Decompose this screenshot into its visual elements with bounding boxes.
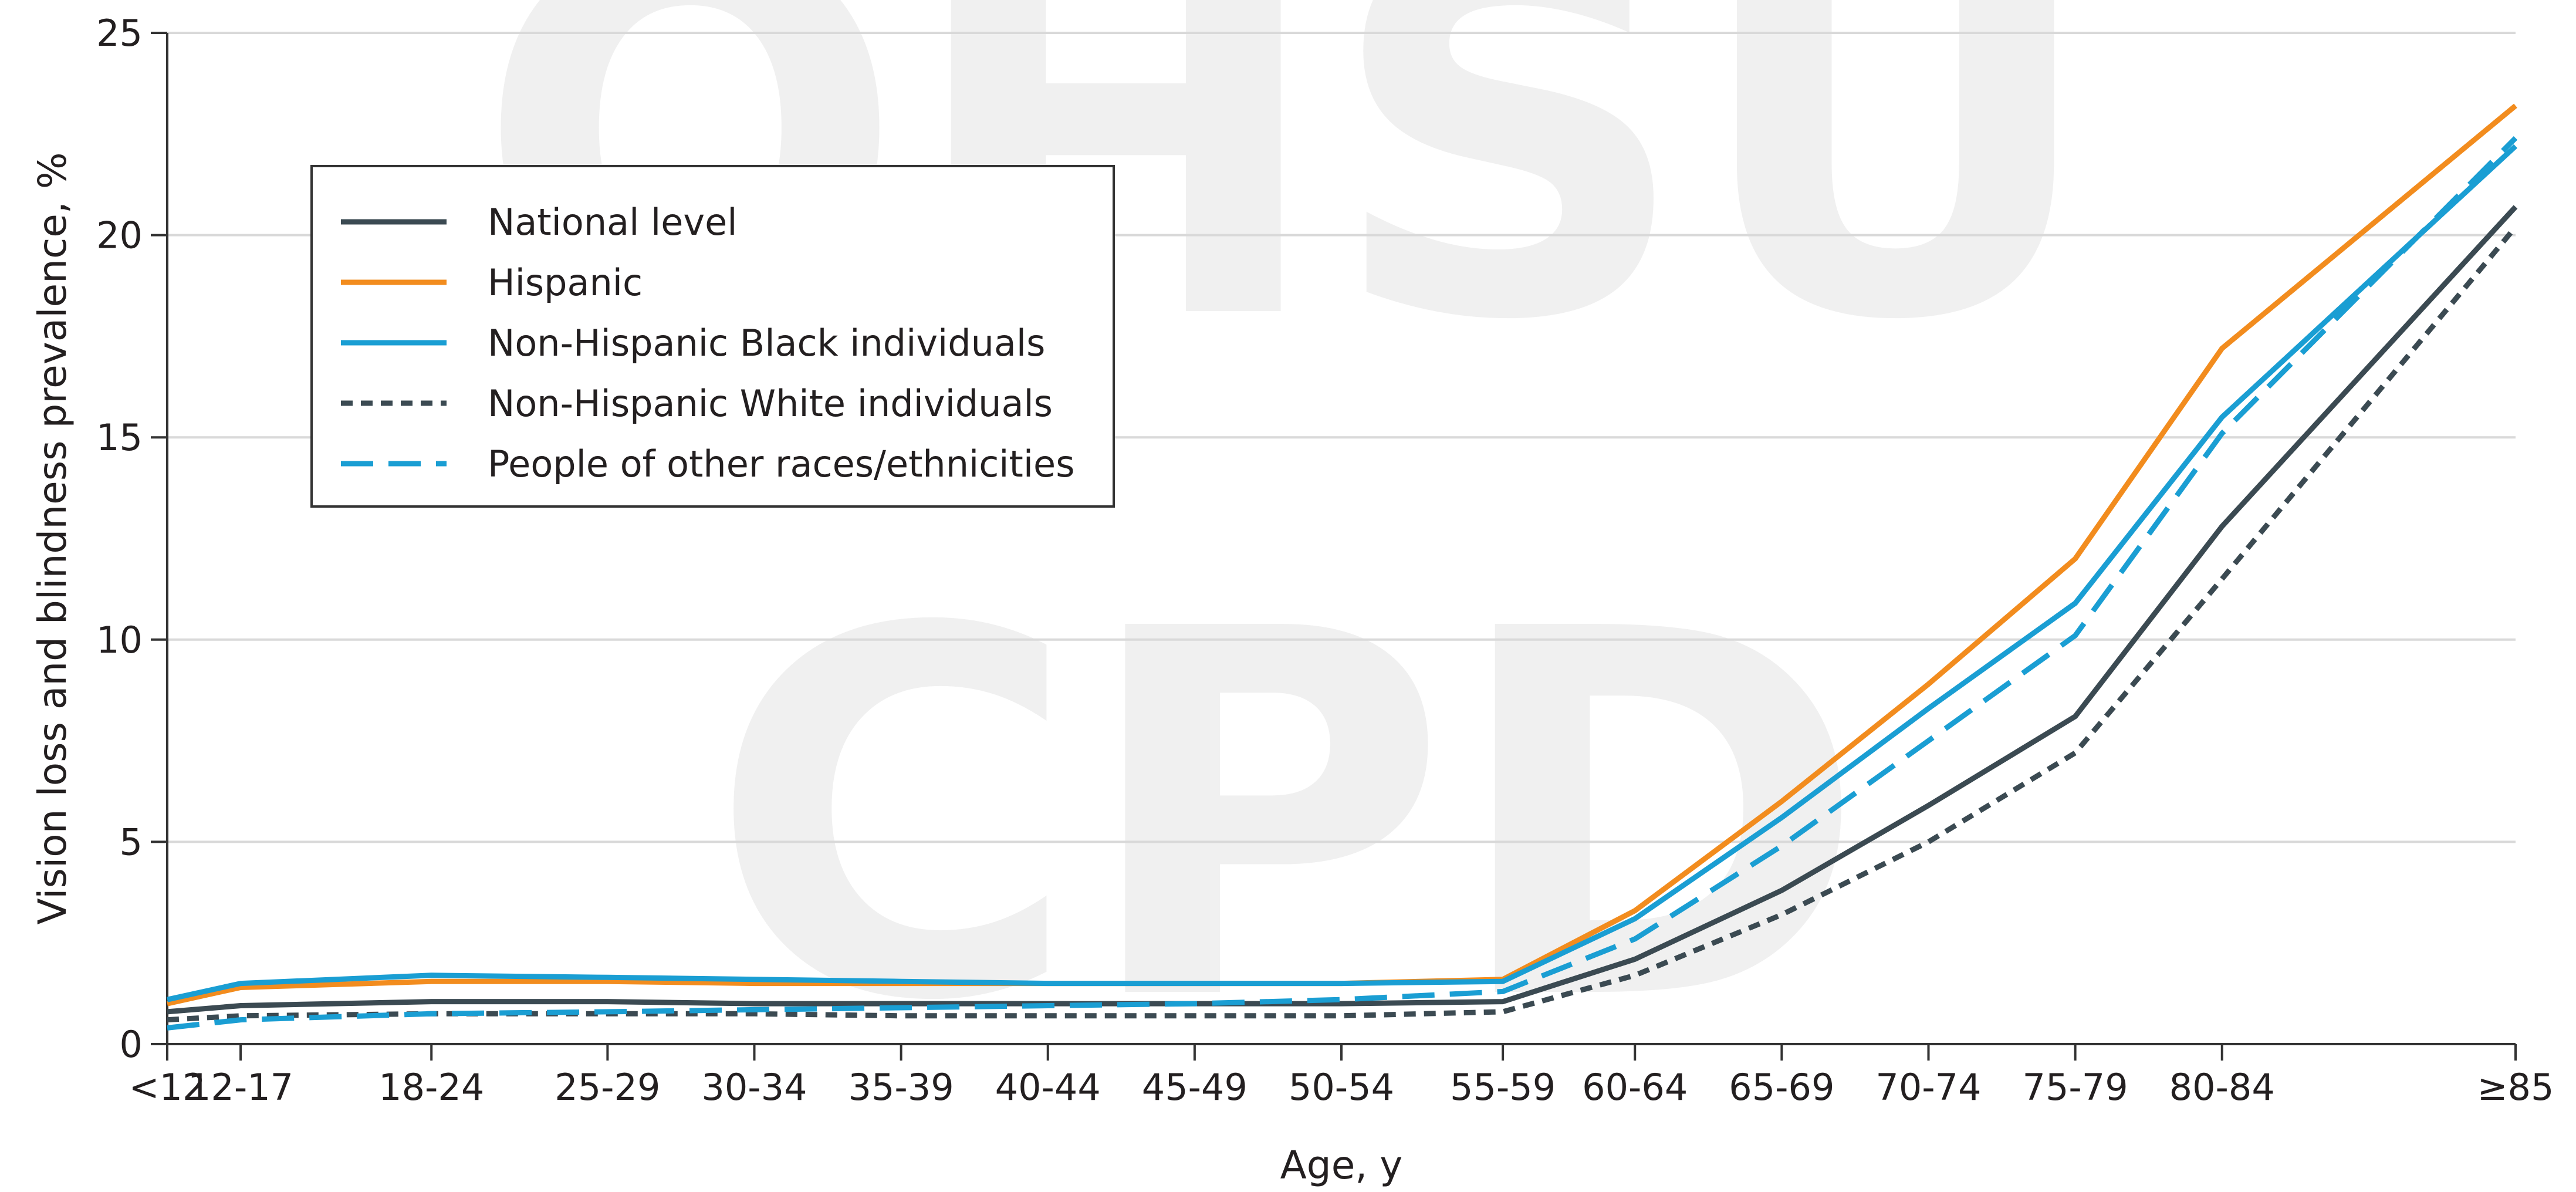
x-tick-label: <12 (129, 1066, 206, 1109)
series-line (167, 225, 2518, 1023)
x-tick-label: 70-74 (1875, 1066, 1981, 1109)
legend-label: Non-Hispanic White individuals (488, 382, 1053, 425)
y-tick-label: 5 (120, 820, 143, 863)
x-tick-label: 80-84 (2169, 1066, 2275, 1109)
series-lines (167, 103, 2518, 1031)
x-tick-label: 60-64 (1582, 1066, 1688, 1109)
axes (151, 32, 2517, 1061)
x-tick-label: 18-24 (378, 1066, 484, 1109)
legend-label: National level (488, 201, 738, 244)
x-tick-label: 12-17 (188, 1066, 293, 1109)
y-tick-label: 0 (120, 1023, 143, 1066)
series-line (167, 136, 2518, 1031)
x-tick-label: 65-69 (1729, 1066, 1834, 1109)
x-tick-label: 75-79 (2023, 1066, 2128, 1109)
series-line (167, 144, 2518, 1002)
legend-label: People of other races/ethnicities (488, 443, 1075, 485)
y-tick-label: 10 (96, 619, 143, 661)
legend: National level Hispanic Non-Hispanic Black… (310, 165, 1115, 508)
y-tick-label: 20 (96, 214, 143, 257)
x-tick-label: ≥85 (2477, 1066, 2554, 1109)
y-axis-title: Vision loss and blindness prevalence, % (30, 152, 75, 924)
x-tick-label: 40-44 (995, 1066, 1101, 1109)
x-tick-label: 25-29 (555, 1066, 660, 1109)
watermark-line-2: CPD (708, 524, 1867, 1111)
x-axis-title: Age, y (1280, 1143, 1403, 1188)
x-tick-label: 55-59 (1450, 1066, 1556, 1109)
y-tick-label: 15 (96, 416, 143, 459)
x-tick-label: 45-49 (1142, 1066, 1248, 1109)
legend-label: Hispanic (488, 261, 643, 304)
x-tick-label: 30-34 (701, 1066, 807, 1109)
x-tick-label: 50-54 (1289, 1066, 1394, 1109)
x-tick-label: 35-39 (848, 1066, 954, 1109)
y-tick-label: 25 (96, 12, 143, 55)
legend-label: Non-Hispanic Black individuals (488, 322, 1045, 364)
